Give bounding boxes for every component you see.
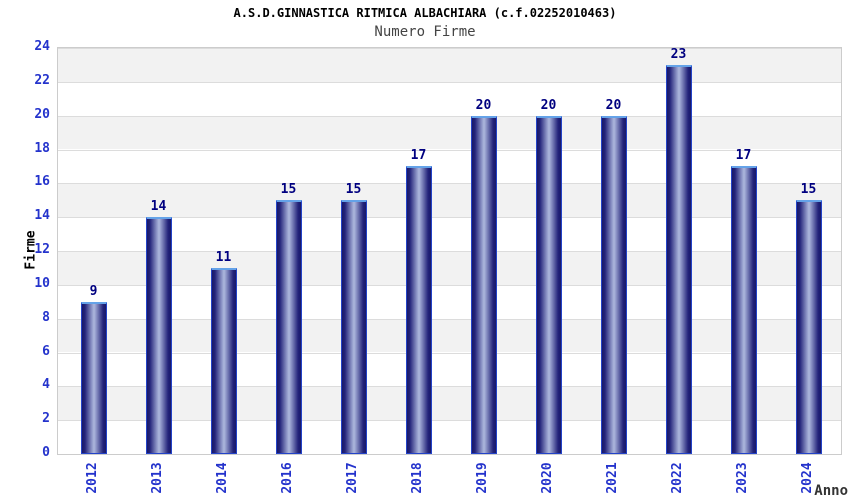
x-tick-label: 2012 [84,462,100,494]
grid-band [58,352,841,387]
x-tick-label: 2019 [474,462,490,494]
chart-subtitle: Numero Firme [374,24,476,40]
x-tick-label: 2018 [409,462,425,494]
bar-value-label: 17 [410,148,427,164]
plot-area: 9 14 11 15 15 17 20 20 20 23 17 15 [57,47,842,455]
x-tick-label: 2024 [799,462,815,494]
x-tick-label: 2017 [344,462,360,494]
bar-value-label: 15 [800,182,817,198]
bar-value-label: 15 [345,182,362,198]
bar-value-label: 14 [150,199,167,215]
y-tick-label: 24 [34,39,50,54]
bar-value-label: 20 [475,97,492,113]
y-tick-label: 10 [34,275,50,291]
x-axis-title: Anno [814,483,848,499]
bar-2020 [535,115,562,454]
bar-value-label: 17 [735,148,752,164]
bar-2022 [665,64,692,454]
y-tick-label: 12 [34,242,50,257]
grid-band [58,318,841,353]
bar-2013 [145,217,172,454]
chart-title: A.S.D.GINNASTICA RITMICA ALBACHIARA (c.f… [233,6,617,20]
y-tick-label: 4 [42,377,50,393]
grid-band [58,386,841,421]
bar-2024 [795,200,822,454]
x-tick-label: 2020 [539,462,555,494]
x-tick-label: 2016 [279,462,295,494]
x-tick-label: 2022 [669,462,685,494]
bar-2014 [210,267,237,454]
bar-value-label: 11 [215,249,232,265]
x-tick-label: 2013 [149,462,165,494]
bar-2019 [470,115,497,454]
bar-2016 [275,200,302,454]
grid-band [58,149,841,184]
bar-value-label: 23 [670,46,687,62]
x-tick-label: 2023 [734,462,750,494]
y-tick-label: 6 [42,343,50,359]
grid-band [58,251,841,285]
bar-value-label: 15 [280,182,297,198]
y-tick-label: 8 [42,309,50,325]
bar-2021 [600,115,627,454]
y-tick-label: 14 [34,208,50,224]
grid-band [58,284,841,319]
bar-2012 [80,301,107,454]
y-tick-label: 2 [42,411,50,427]
y-tick-label: 0 [42,445,50,460]
grid-band [58,217,841,251]
bar-2018 [405,166,432,454]
y-tick-label: 16 [34,174,50,190]
x-tick-label: 2021 [604,462,620,494]
grid-band [58,115,841,150]
grid-band [58,48,841,82]
y-tick-label: 22 [34,72,50,88]
x-tick-label: 2014 [214,462,230,494]
bar-value-label: 20 [540,97,557,113]
bar-value-label: 20 [605,97,622,113]
y-tick-label: 20 [34,106,50,122]
grid-band [58,420,841,454]
y-tick-label: 18 [34,140,50,156]
grid-band [58,183,841,218]
bar-2023 [730,166,757,454]
grid-band [58,81,841,116]
bar-value-label: 9 [89,283,98,299]
bar-2017 [340,200,367,454]
